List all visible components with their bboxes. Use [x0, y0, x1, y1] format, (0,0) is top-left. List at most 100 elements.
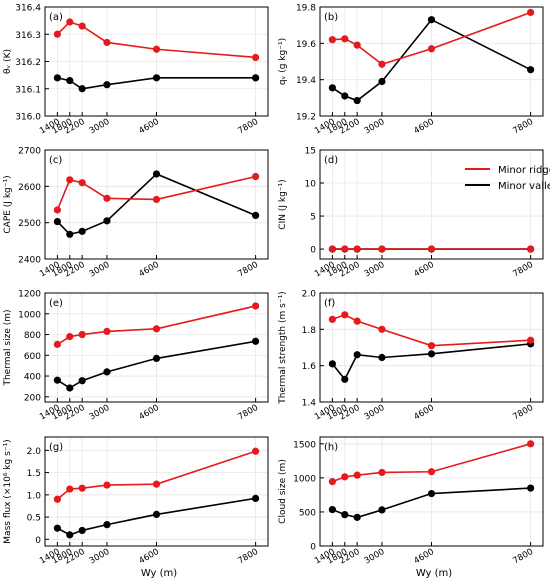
y-tick-label: 1.6	[302, 362, 317, 372]
x-tick-label: 4600	[137, 260, 161, 279]
data-point-valley	[353, 513, 361, 521]
data-point-ridge	[353, 245, 361, 253]
data-point-valley	[427, 489, 436, 498]
x-tick-label: 4600	[412, 260, 436, 279]
y-tick-label: 2.0	[302, 290, 317, 300]
data-point-valley	[527, 66, 535, 74]
y-axis-label: Mass flux (×10⁶ kg s⁻¹)	[3, 439, 13, 543]
y-tick-label: 1.4	[302, 399, 317, 409]
y-tick-label: 1.5	[27, 469, 41, 479]
y-tick-label: 1500	[293, 440, 316, 450]
data-point-ridge	[378, 325, 386, 333]
data-point-ridge	[103, 194, 111, 202]
data-point-valley	[152, 74, 161, 82]
panel-label: (d)	[324, 155, 338, 166]
panel-label: (c)	[49, 155, 62, 166]
data-point-ridge	[427, 468, 436, 476]
x-axis-label-right: Wy (m)	[416, 568, 452, 579]
data-point-ridge	[66, 176, 74, 184]
y-axis-label: CAPE (J kg⁻¹)	[3, 175, 13, 233]
data-point-ridge	[328, 315, 336, 323]
data-point-ridge	[152, 195, 161, 204]
y-tick-label: 5	[310, 213, 316, 223]
x-tick-label: 4600	[137, 117, 161, 136]
panel-label: (f)	[324, 298, 335, 309]
x-axis-label-left: Wy (m)	[141, 568, 177, 579]
y-tick-label: 316.4	[15, 4, 41, 14]
data-point-ridge	[103, 38, 111, 47]
y-tick-label: 2500	[18, 219, 41, 229]
y-tick-label: 15	[305, 147, 316, 157]
data-point-valley	[66, 230, 74, 238]
y-tick-label: 19.2	[296, 113, 316, 123]
data-point-ridge	[341, 473, 349, 481]
x-tick-label: 3000	[88, 117, 112, 136]
data-point-valley	[78, 526, 86, 535]
data-point-ridge	[427, 45, 436, 53]
data-point-valley	[103, 368, 111, 376]
y-tick-label: 200	[24, 393, 41, 403]
x-tick-label: 3000	[88, 403, 112, 422]
y-tick-label: 316.1	[15, 85, 41, 95]
y-axis-label: Thermal strength (m s⁻¹)	[278, 291, 288, 404]
data-point-valley	[341, 511, 349, 519]
data-point-ridge	[527, 440, 535, 448]
data-point-valley	[103, 217, 111, 225]
data-point-ridge	[252, 53, 260, 62]
data-point-valley	[341, 375, 349, 383]
y-tick-label: 1.8	[302, 326, 317, 336]
y-tick-label: 1000	[293, 474, 316, 484]
x-tick-label: 4600	[412, 547, 436, 566]
data-point-ridge	[66, 333, 74, 341]
data-point-valley	[378, 506, 386, 514]
x-tick-label: 4600	[137, 547, 161, 566]
data-point-ridge	[328, 478, 336, 486]
data-point-valley	[378, 353, 386, 362]
data-point-valley	[378, 77, 386, 86]
y-axis-label: qᵥ (g kg⁻¹)	[278, 38, 288, 85]
y-tick-label: 0.5	[27, 514, 41, 524]
x-tick-label: 3000	[363, 117, 387, 136]
y-tick-label: 2600	[18, 183, 41, 193]
data-point-ridge	[152, 45, 161, 53]
x-tick-label: 7800	[511, 547, 535, 566]
data-point-ridge	[53, 340, 61, 348]
data-point-ridge	[341, 311, 349, 319]
y-tick-label: 600	[24, 352, 41, 362]
data-point-valley	[78, 377, 86, 385]
data-point-ridge	[378, 468, 386, 477]
y-tick-label: 400	[24, 373, 41, 383]
x-tick-label: 3000	[363, 260, 387, 279]
data-point-valley	[103, 521, 111, 529]
x-tick-label: 4600	[412, 403, 436, 422]
y-tick-label: 19.6	[296, 40, 316, 50]
data-point-ridge	[252, 172, 260, 181]
data-point-valley	[328, 84, 336, 92]
data-point-valley	[252, 74, 260, 82]
x-tick-label: 7800	[511, 117, 535, 136]
x-tick-label: 3000	[88, 260, 112, 279]
y-axis-label: Cloud size (m)	[278, 459, 288, 524]
data-point-ridge	[78, 330, 86, 339]
data-point-ridge	[152, 480, 161, 488]
x-tick-label: 7800	[511, 260, 535, 279]
data-point-valley	[152, 354, 161, 362]
y-tick-label: 10	[305, 180, 317, 190]
data-point-ridge	[103, 481, 111, 489]
data-point-ridge	[66, 18, 74, 26]
y-tick-label: 19.8	[296, 4, 316, 14]
data-point-ridge	[328, 36, 336, 44]
data-point-valley	[353, 351, 361, 359]
y-tick-label: 19.4	[296, 76, 316, 86]
x-tick-label: 7800	[236, 403, 260, 422]
x-tick-label: 3000	[363, 403, 387, 422]
data-point-valley	[103, 81, 111, 89]
